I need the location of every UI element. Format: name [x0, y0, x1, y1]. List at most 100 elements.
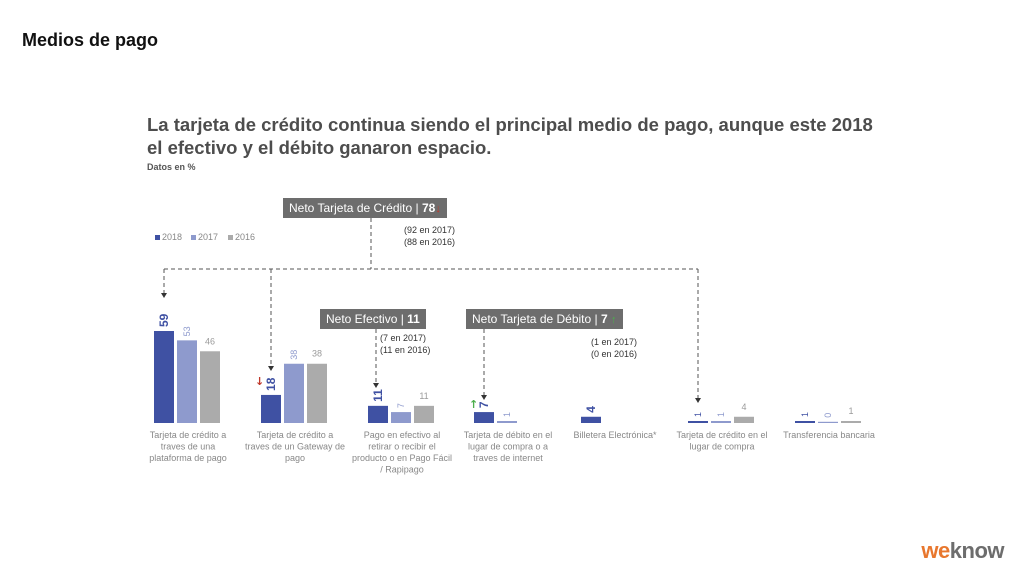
category-label-line: Pago en efectivo al	[364, 430, 441, 440]
legend-item-2018: 2018	[155, 232, 182, 242]
trend-down-arrow-icon: ↓	[255, 375, 264, 388]
data-label-2017-2: 38	[289, 350, 299, 360]
logo-prefix: we	[921, 538, 950, 563]
data-label-2016-6: 4	[741, 402, 746, 412]
bar-2017-1	[177, 340, 197, 423]
data-label-2018-4: 7	[477, 401, 491, 408]
bar-2016-1	[200, 351, 220, 423]
chart-title: La tarjeta de crédito continua siendo el…	[147, 114, 873, 158]
net-cash-label: Neto Efectivo |	[326, 312, 408, 326]
bar-2016-7	[841, 421, 861, 423]
down-arrow-icon: ↓	[435, 203, 441, 215]
category-label-line: Tarjeta de crédito en el	[676, 430, 767, 440]
category-label-6: Tarjeta de crédito en el lugar de compra	[676, 430, 767, 452]
bar-2016-3	[414, 405, 434, 423]
legend-label-2016: 2016	[235, 232, 256, 242]
category-label-line: plataforma de pago	[149, 453, 227, 463]
up-arrow-icon: ↑	[611, 314, 617, 326]
bar-2017-6	[711, 421, 731, 423]
category-label-line: lugar de compra o a	[468, 442, 548, 452]
bar-2016-2	[307, 363, 327, 423]
connector-arrowhead-3	[695, 398, 701, 403]
net-credit-prev-2016: (88 en 2016)	[404, 237, 456, 247]
category-label-1: Tarjeta de crédito a traves de una platafo…	[149, 430, 227, 463]
connector-arrowhead-2	[268, 366, 274, 371]
bar-2018-5	[581, 416, 601, 423]
legend-swatch-2016	[228, 234, 233, 240]
net-debit-previous: (1 en 2017) (0 en 2016)	[591, 336, 637, 360]
net-cash-box: Neto Efectivo | 11	[320, 309, 426, 329]
data-label-2018-6: 1	[693, 412, 703, 417]
bar-2018-2	[261, 394, 281, 423]
bar-2018-6	[688, 421, 708, 423]
net-debit-box: Neto Tarjeta de Débito | 7 ↑	[466, 309, 623, 329]
connector-arrowhead-5	[481, 395, 487, 400]
bar-2016-6	[734, 416, 754, 423]
connector-arrowhead-1	[161, 293, 167, 298]
net-debit-prev-2016: (0 en 2016)	[591, 349, 638, 359]
category-label-line: / Rapipago	[380, 465, 424, 475]
logo-suffix: know	[949, 538, 1005, 563]
net-cash-value: 11	[407, 312, 420, 326]
category-label-2: Tarjeta de crédito a traves de un Gateway…	[245, 430, 345, 463]
bar-2017-7	[818, 421, 838, 423]
net-debit-prev-2017: (1 en 2017)	[591, 337, 638, 347]
data-label-2016-7: 1	[848, 406, 853, 416]
category-label-line: traves de una	[161, 442, 216, 452]
data-label-2018-7: 1	[800, 412, 810, 417]
bar-2018-7	[795, 421, 815, 423]
category-label-3: Pago en efectivo al retirar o recibir el p…	[352, 430, 452, 475]
data-label-2018-3: 11	[371, 389, 385, 402]
category-label-line: traves de internet	[473, 453, 543, 463]
connector-lines	[163, 218, 699, 398]
data-label-2017-3: 7	[396, 403, 406, 408]
trend-up-arrow-icon: ↑	[469, 398, 478, 411]
category-label-5: Billetera Electrónica*	[573, 430, 657, 440]
legend-swatch-2018	[155, 234, 160, 240]
data-label-2016-1: 46	[205, 336, 215, 346]
legend-swatch-2017	[191, 234, 196, 240]
category-label-line: retirar o recibir el	[368, 442, 436, 452]
category-label-line: traves de un Gateway de	[245, 442, 345, 452]
connector-arrowhead-4	[373, 383, 379, 388]
category-label-line: Tarjeta de crédito a	[150, 430, 227, 440]
data-label-2017-4: 1	[502, 412, 512, 417]
data-label-2017-1: 53	[182, 326, 192, 336]
net-debit-value: 7	[600, 312, 608, 326]
bar-2017-3	[391, 412, 411, 423]
net-credit-label: Neto Tarjeta de Crédito |	[289, 201, 422, 215]
bar-2017-4	[497, 421, 517, 423]
category-label-4: Tarjeta de débito en el lugar de compra o…	[464, 430, 553, 463]
data-label-2016-2: 38	[312, 349, 322, 359]
page-title: Medios de pago	[22, 30, 159, 50]
data-label-2017-6: 1	[716, 412, 726, 417]
bar-2017-2	[284, 363, 304, 423]
net-credit-value: 78	[421, 201, 436, 215]
category-label-line: Tarjeta de débito en el	[464, 430, 553, 440]
weknow-logo: weknow	[921, 538, 1004, 564]
data-label-2017-7: 0	[823, 413, 833, 418]
category-label-line: pago	[285, 453, 305, 463]
legend-item-2017: 2017	[191, 232, 218, 242]
data-label-2018-1: 59	[157, 313, 171, 327]
units-label: Datos en %	[147, 162, 196, 172]
legend-label-2018: 2018	[162, 232, 183, 242]
category-label-line: producto o en Pago Fácil	[352, 453, 452, 463]
data-label-2018-2: 18	[264, 377, 278, 391]
category-label-line: lugar de compra	[689, 442, 754, 452]
bar-2018-3	[368, 405, 388, 423]
data-label-2018-5: 4	[584, 406, 598, 413]
net-cash-prev-2017: (7 en 2017)	[380, 333, 427, 343]
legend-item-2016: 2016	[228, 232, 255, 242]
net-credit-previous: (92 en 2017) (88 en 2016)	[404, 224, 455, 248]
bar-2018-4	[474, 412, 494, 423]
net-cash-prev-2016: (11 en 2016)	[380, 345, 431, 355]
category-label-7: Transferencia bancaria	[783, 430, 875, 440]
net-debit-label: Neto Tarjeta de Débito |	[472, 312, 601, 326]
category-label-line: Billetera Electrónica*	[573, 430, 657, 440]
bar-2018-1	[154, 331, 174, 423]
net-cash-previous: (7 en 2017) (11 en 2016)	[380, 332, 430, 356]
net-credit-box: Neto Tarjeta de Crédito | 78↓	[283, 198, 447, 218]
category-label-line: Tarjeta de crédito a	[257, 430, 334, 440]
net-credit-prev-2017: (92 en 2017)	[404, 225, 456, 235]
